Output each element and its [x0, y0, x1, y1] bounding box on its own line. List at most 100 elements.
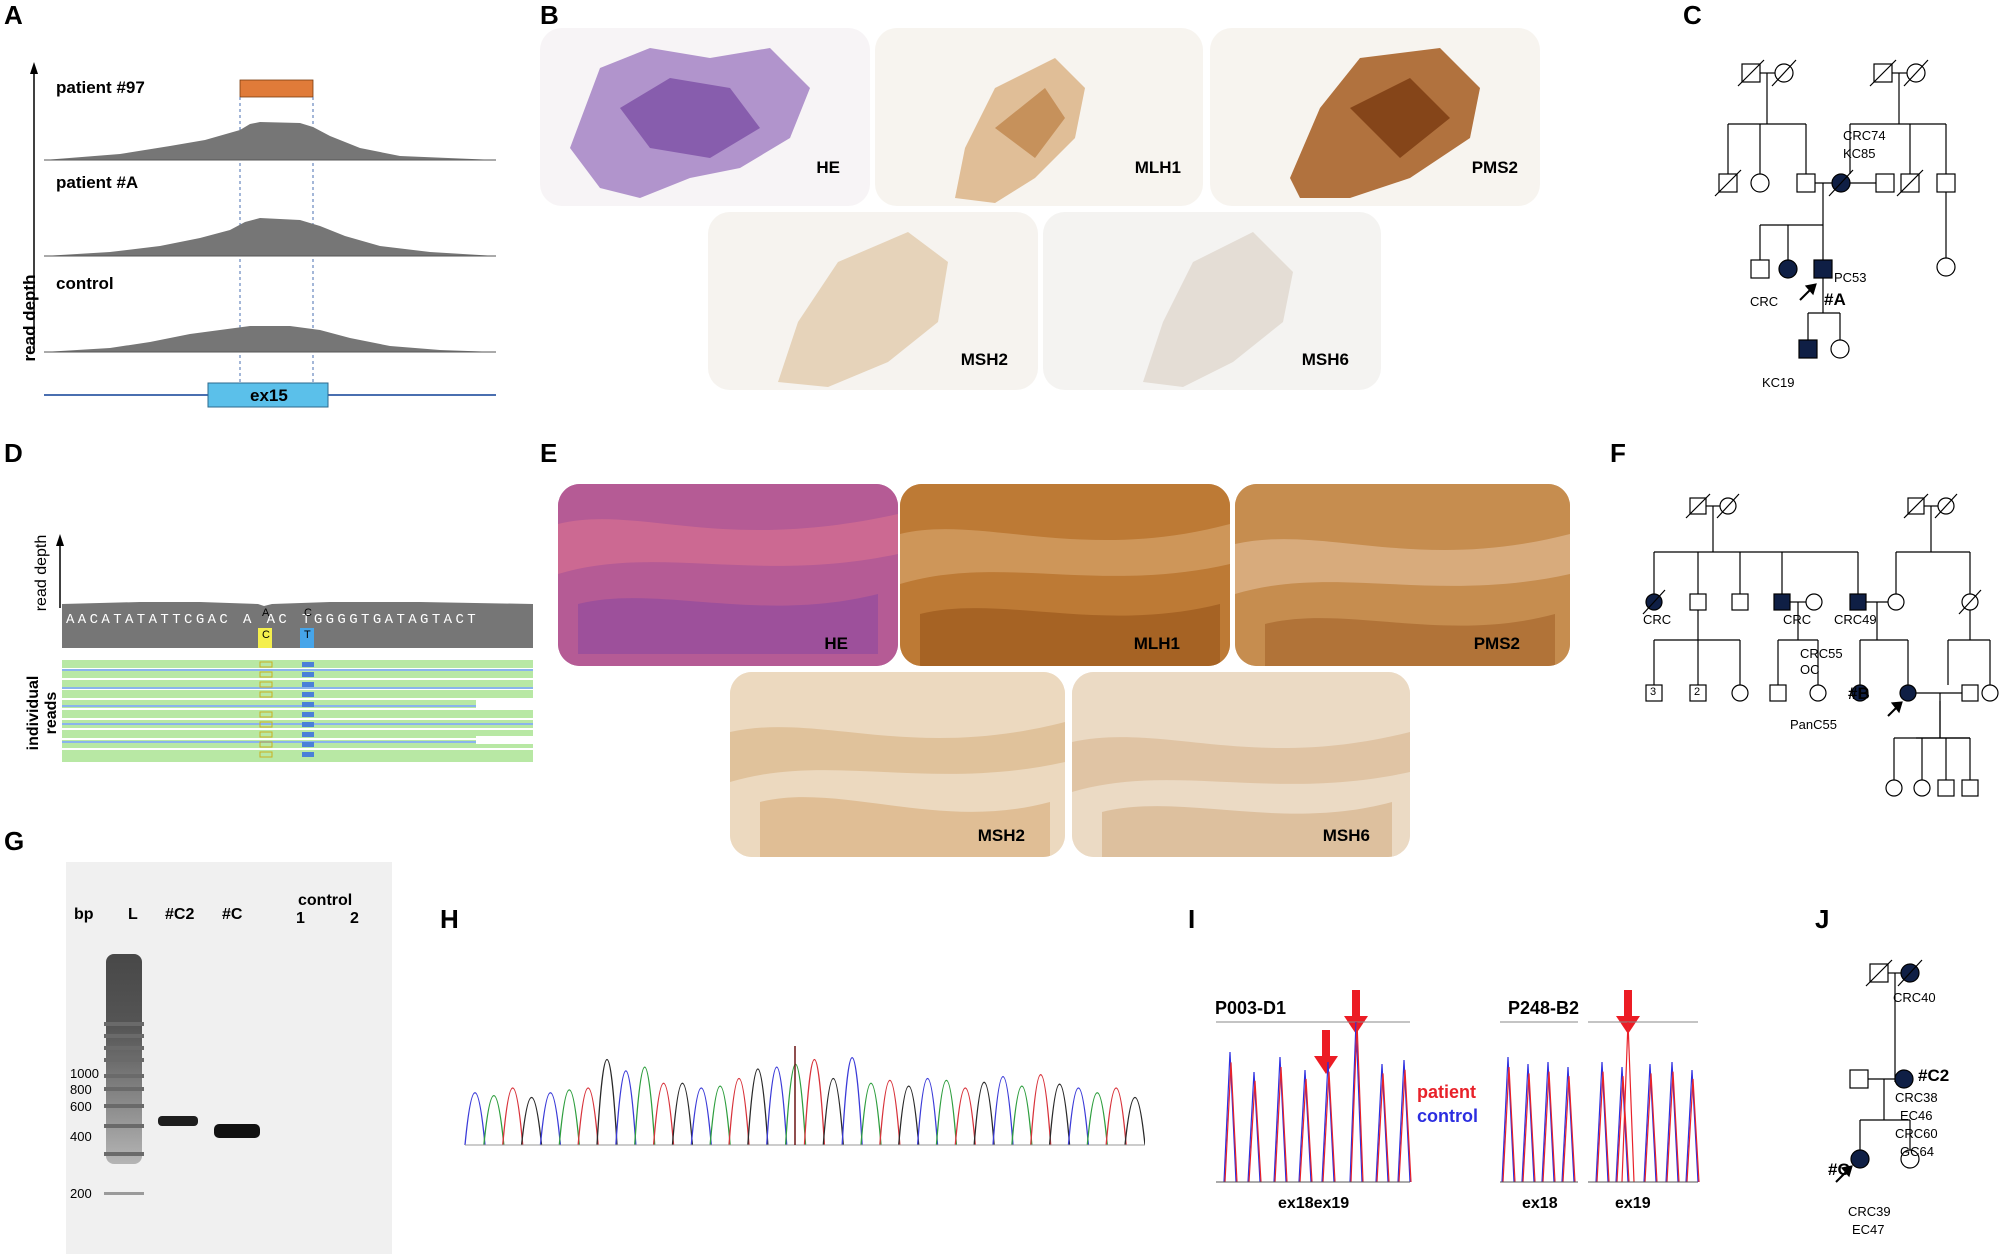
- chromatogram-peak: [1124, 1096, 1145, 1146]
- mlpa-peak: [1501, 1056, 1515, 1183]
- probe-label-p248: P248-B2: [1508, 998, 1580, 1018]
- chromatogram-peak: [1086, 1092, 1108, 1146]
- pedigree-f-box2: 2: [1694, 686, 1701, 698]
- mlpa-peak: [1247, 1071, 1261, 1183]
- pedigree-f: [1642, 493, 1999, 797]
- mlpa-peak: [1248, 1080, 1262, 1183]
- gel-label-ctrl-2: 2: [350, 910, 359, 927]
- panel-letter-d: D: [4, 438, 23, 468]
- mlpa-peak: [1561, 1066, 1575, 1183]
- chromatogram-peak: [671, 1082, 694, 1146]
- stain-label-e-mlh1: MLH1: [1133, 634, 1180, 653]
- gel-label-bp: bp: [74, 906, 94, 923]
- pedigree-f-crc55: CRC55: [1800, 646, 1843, 661]
- pedigree-j-ec47: EC47: [1852, 1222, 1885, 1237]
- chromatogram-peak: [615, 1070, 637, 1146]
- legend-control: control: [1417, 1106, 1478, 1126]
- stain-label-e-pms2: PMS2: [1473, 634, 1520, 653]
- ihc-tile-e-he: HE: [558, 484, 898, 666]
- stain-label-b-pms2: PMS2: [1471, 158, 1518, 177]
- alt-base-2: T: [304, 629, 311, 641]
- coverage-track-1: [44, 122, 496, 160]
- mlpa-peak: [1665, 1061, 1679, 1183]
- mlpa-peak: [1644, 1073, 1658, 1183]
- mlpa-peak: [1596, 1071, 1610, 1183]
- coverage-panel-a: [30, 62, 496, 408]
- chromatogram-peak: [935, 1079, 958, 1146]
- stain-label-b-mlh1: MLH1: [1134, 158, 1181, 177]
- mlpa-peak: [1398, 1069, 1412, 1183]
- chromatogram-peak: [766, 1066, 788, 1146]
- chromatogram-peak: [483, 1094, 505, 1146]
- mlpa-peak: [1616, 1076, 1630, 1183]
- gel-label-control: control: [298, 892, 353, 909]
- chromatogram-peak: [992, 1075, 1014, 1146]
- mlpa-peak: [1643, 1063, 1657, 1183]
- panel-letter-b: B: [540, 0, 559, 30]
- chromatogram-peak: [1105, 1087, 1127, 1146]
- pedigree-f-crc49: CRC49: [1834, 612, 1877, 627]
- probe-label-p003: P003-D1: [1215, 998, 1287, 1018]
- mlpa-peak: [1349, 1021, 1363, 1183]
- chromatogram-peak: [539, 1092, 562, 1146]
- ihc-tile-b-msh2: MSH2: [708, 212, 1038, 390]
- pedigree-j-crc60: CRC60: [1895, 1126, 1938, 1141]
- chromatogram-peak: [973, 1081, 995, 1146]
- pedigree-j-ec46: EC46: [1900, 1108, 1933, 1123]
- pedigree-f-box3: 3: [1650, 686, 1657, 698]
- chromatogram-peak: [879, 1079, 901, 1146]
- pedigree-c: [1714, 59, 1956, 359]
- mlpa-peak: [1685, 1069, 1699, 1183]
- chromatogram-peak: [464, 1092, 486, 1146]
- chromatogram-peak: [860, 1082, 882, 1146]
- pedigree-j-c2: #C2: [1918, 1066, 1950, 1085]
- chromatogram-peak: [1048, 1083, 1071, 1146]
- panel-letter-e: E: [540, 438, 558, 468]
- panel-letter-f: F: [1610, 438, 1626, 468]
- pedigree-c-kc85: KC85: [1843, 146, 1876, 161]
- ihc-tile-e-msh6: MSH6: [1072, 672, 1410, 857]
- chromatogram-peak: [916, 1077, 939, 1146]
- chromatogram-peak: [652, 1082, 675, 1146]
- chromatogram-peak: [954, 1087, 976, 1146]
- mlpa-x-label-1: ex18ex19: [1278, 1195, 1350, 1212]
- gel-label-c: #C: [222, 906, 243, 923]
- mlpa-peak: [1322, 1071, 1336, 1183]
- pedigree-j-crc40: CRC40: [1893, 990, 1936, 1005]
- chromatogram-peak: [747, 1068, 769, 1146]
- mlpa-peak: [1224, 1062, 1238, 1183]
- ladder-size-600: 600: [70, 1099, 92, 1114]
- gel-label-ladder: L: [128, 906, 138, 923]
- mlpa-peak: [1350, 1021, 1364, 1183]
- ladder-size-1000: 1000: [70, 1066, 99, 1081]
- ihc-tile-b-msh6: MSH6: [1043, 212, 1381, 390]
- pedigree-c-proband: #A: [1824, 290, 1846, 309]
- chromatogram-peak: [520, 1096, 543, 1146]
- panel-letter-a: A: [4, 0, 23, 30]
- chromatogram-peak: [728, 1077, 750, 1146]
- mlpa-peak: [1397, 1059, 1411, 1183]
- ihc-tile-e-pms2: PMS2: [1235, 484, 1570, 666]
- stain-label-b-msh2: MSH2: [960, 350, 1008, 369]
- mlpa-peak: [1621, 1021, 1635, 1183]
- mlpa-peak: [1321, 1061, 1335, 1183]
- mlpa-peak: [1274, 1066, 1288, 1183]
- stain-label-b-msh6: MSH6: [1301, 350, 1349, 369]
- chromatogram-peak: [1011, 1085, 1033, 1146]
- chromatogram-peak: [709, 1085, 731, 1146]
- chromatogram-peak: [841, 1056, 863, 1146]
- stain-label-e-msh2: MSH2: [977, 826, 1025, 845]
- chromatogram-peak: [596, 1058, 618, 1146]
- chromatogram-peak: [502, 1087, 524, 1146]
- duplication-bar: [239, 79, 314, 98]
- pedigree-f-proband: #B: [1848, 684, 1870, 703]
- sanger-chromatogram: [464, 1046, 1145, 1146]
- pedigree-f-panc55: PanC55: [1790, 717, 1837, 732]
- reference-sequence: AACATATATTCGAC A AC TGGGGTGATAGTACT: [66, 612, 480, 628]
- exon-box-15: [207, 382, 329, 408]
- chromatogram-peak: [577, 1087, 599, 1146]
- gel-label-c2: #C2: [165, 906, 195, 923]
- pedigree-j: [1835, 959, 1923, 1183]
- stain-label-e-he: HE: [824, 634, 848, 653]
- gel-label-ctrl-1: 1: [296, 910, 305, 927]
